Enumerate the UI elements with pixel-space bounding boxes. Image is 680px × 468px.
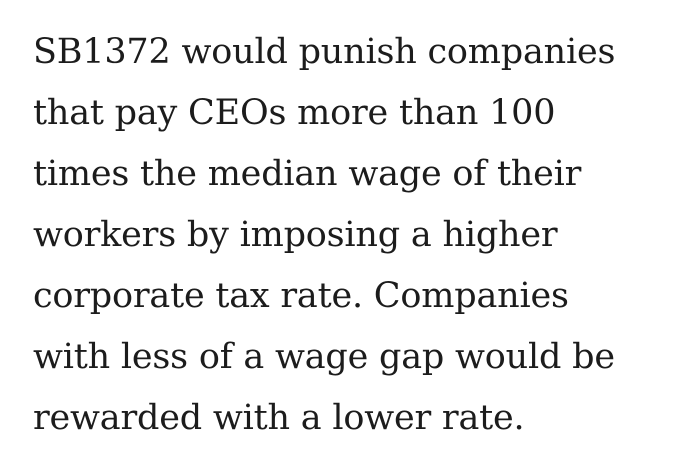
paragraph-line: workers by imposing a higher — [33, 215, 558, 255]
paragraph-line: corporate tax rate. Companies — [33, 276, 569, 316]
article-paragraph: SB1372 would punish companies that pay C… — [33, 22, 673, 449]
paragraph-line: that pay CEOs more than 100 — [33, 93, 556, 133]
paragraph-line: rewarded with a lower rate. — [33, 398, 525, 438]
paragraph-line: SB1372 would punish companies — [33, 32, 616, 72]
paragraph-line: times the median wage of their — [33, 154, 582, 194]
paragraph-line: with less of a wage gap would be — [33, 337, 615, 377]
